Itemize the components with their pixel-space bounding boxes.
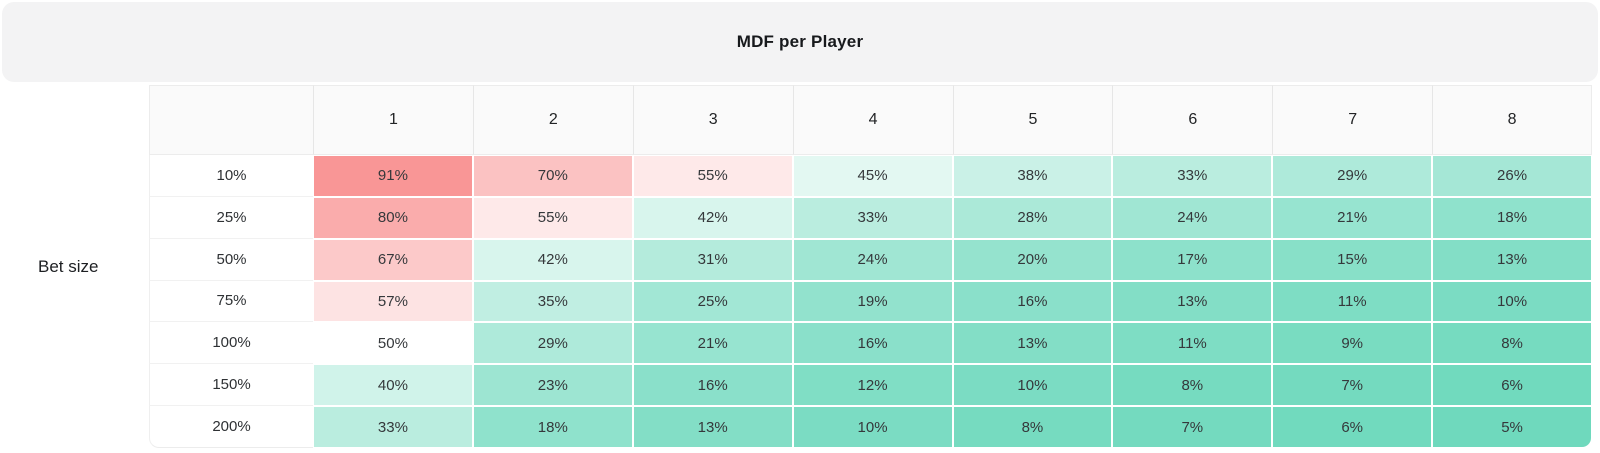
heatmap-cell: 13%: [1112, 280, 1273, 323]
heatmap-cell: 42%: [472, 238, 633, 281]
heatmap-cell: 7%: [1272, 364, 1433, 407]
heatmap-cell: 24%: [792, 238, 953, 281]
column-header: 2: [472, 85, 633, 155]
heatmap-cell: 40%: [313, 364, 473, 407]
row-label: 25%: [149, 196, 313, 239]
title-bar: MDF per Player: [2, 2, 1598, 82]
row-label: 100%: [149, 322, 313, 365]
row-label: 10%: [149, 155, 313, 197]
column-header: 8: [1432, 85, 1592, 155]
heatmap-cell: 11%: [1112, 322, 1273, 365]
heatmap-cell: 25%: [632, 280, 793, 323]
heatmap-cell: 33%: [792, 196, 953, 239]
heatmap-cell: 8%: [1112, 364, 1273, 407]
heatmap-cell: 26%: [1432, 155, 1592, 197]
column-header: 1: [313, 85, 473, 155]
heatmap-cell: 8%: [952, 406, 1113, 448]
row-axis-gutter: Bet size: [0, 85, 149, 448]
heatmap-cell: 10%: [1432, 280, 1592, 323]
heatmap-cell: 91%: [313, 155, 473, 197]
column-header-corner: [149, 85, 313, 155]
heatmap-cell: 10%: [792, 406, 953, 448]
heatmap-cell: 13%: [952, 322, 1113, 365]
heatmap-cell: 33%: [1112, 155, 1273, 197]
heatmap-cell: 16%: [952, 280, 1113, 323]
heatmap-cell: 18%: [472, 406, 633, 448]
heatmap-cell: 21%: [632, 322, 793, 365]
heatmap-cell: 31%: [632, 238, 793, 281]
heatmap-cell: 17%: [1112, 238, 1273, 281]
heatmap-cell: 11%: [1272, 280, 1433, 323]
heatmap-cell: 9%: [1272, 322, 1433, 365]
heatmap-cell: 80%: [313, 196, 473, 239]
heatmap-cell: 29%: [1272, 155, 1433, 197]
heatmap-cell: 5%: [1432, 406, 1592, 448]
heatmap-cell: 16%: [792, 322, 953, 365]
heatmap-cell: 35%: [472, 280, 633, 323]
mdf-heatmap-table: 1 2 3 4 5 6 7 8 10% 91% 70% 55% 45% 38% 33% 29% 26% 25% 80…: [149, 85, 1592, 448]
heatmap-cell: 55%: [472, 196, 633, 239]
heatmap-cell: 6%: [1272, 406, 1433, 448]
heatmap-cell: 6%: [1432, 364, 1592, 407]
column-header: 3: [632, 85, 793, 155]
heatmap-cell: 21%: [1272, 196, 1433, 239]
row-axis-label: Bet size: [38, 256, 99, 276]
row-label: 200%: [149, 406, 313, 448]
row-label: 50%: [149, 238, 313, 281]
heatmap-cell: 67%: [313, 238, 473, 281]
column-header: 7: [1272, 85, 1433, 155]
heatmap-cell: 50%: [313, 322, 473, 365]
heatmap-cell: 29%: [472, 322, 633, 365]
heatmap-cell: 13%: [1432, 238, 1592, 281]
heatmap-cell: 20%: [952, 238, 1113, 281]
heatmap-cell: 55%: [632, 155, 793, 197]
heatmap-cell: 12%: [792, 364, 953, 407]
heatmap-cell: 15%: [1272, 238, 1433, 281]
heatmap-cell: 24%: [1112, 196, 1273, 239]
heatmap-cell: 45%: [792, 155, 953, 197]
row-label: 150%: [149, 364, 313, 407]
heatmap-cell: 10%: [952, 364, 1113, 407]
heatmap-cell: 23%: [472, 364, 633, 407]
heatmap-cell: 57%: [313, 280, 473, 323]
heatmap-section: Bet size 1 2 3 4 5 6 7 8 10% 91% 70% 55% 45% 38% 33% 29…: [0, 85, 1600, 448]
heatmap-cell: 28%: [952, 196, 1113, 239]
heatmap-cell: 16%: [632, 364, 793, 407]
heatmap-cell: 19%: [792, 280, 953, 323]
row-label: 75%: [149, 280, 313, 323]
heatmap-cell: 18%: [1432, 196, 1592, 239]
column-header: 6: [1112, 85, 1273, 155]
heatmap-cell: 7%: [1112, 406, 1273, 448]
column-header: 4: [792, 85, 953, 155]
heatmap-cell: 33%: [313, 406, 473, 448]
heatmap-cell: 70%: [472, 155, 633, 197]
heatmap-cell: 8%: [1432, 322, 1592, 365]
heatmap-cell: 13%: [632, 406, 793, 448]
column-header: 5: [952, 85, 1113, 155]
heatmap-cell: 42%: [632, 196, 793, 239]
heatmap-cell: 38%: [952, 155, 1113, 197]
chart-title: MDF per Player: [736, 32, 864, 51]
